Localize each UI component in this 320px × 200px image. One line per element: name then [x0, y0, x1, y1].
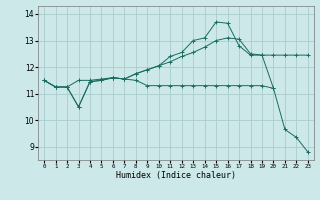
X-axis label: Humidex (Indice chaleur): Humidex (Indice chaleur)	[116, 171, 236, 180]
